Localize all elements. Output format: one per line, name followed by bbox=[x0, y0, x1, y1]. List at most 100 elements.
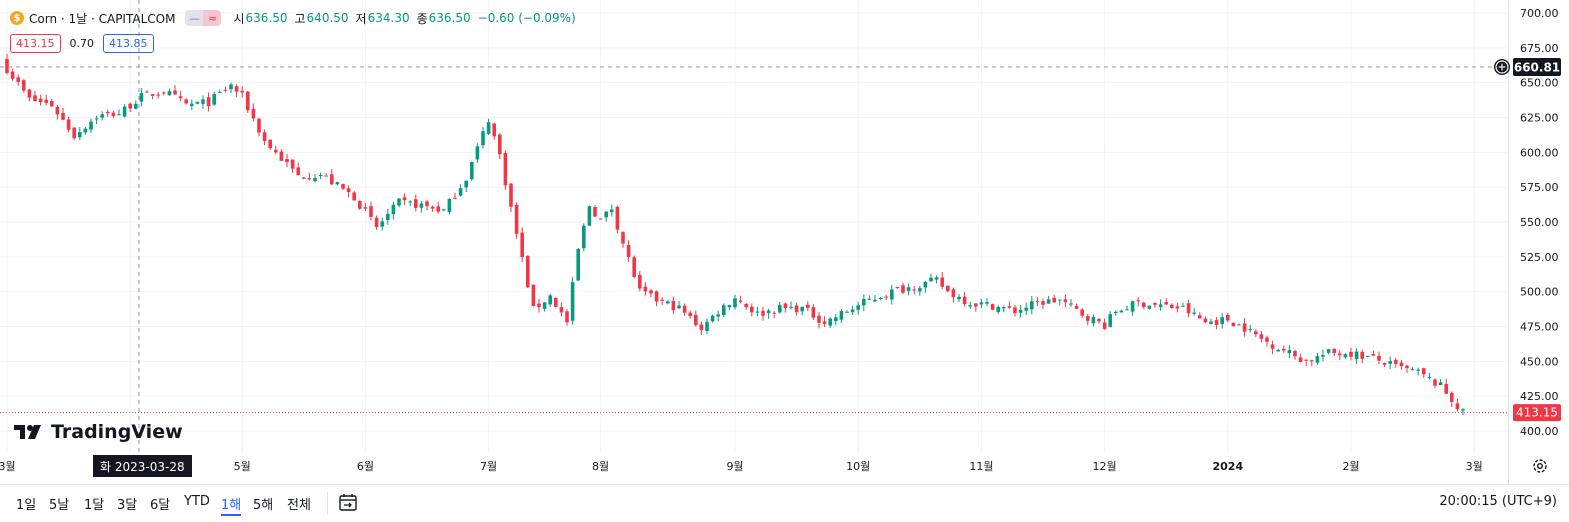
candle-body bbox=[55, 106, 60, 115]
last-price-text: 413.15 bbox=[1516, 406, 1558, 420]
candle-body bbox=[811, 307, 816, 318]
candle-body bbox=[778, 305, 782, 313]
candles bbox=[5, 53, 1465, 415]
candle-body bbox=[346, 188, 351, 192]
candle-body bbox=[705, 321, 709, 331]
candle-body bbox=[380, 221, 384, 227]
candle-body bbox=[817, 315, 821, 323]
buy-price-button[interactable]: 413.85 bbox=[103, 34, 154, 53]
candle-body bbox=[604, 211, 608, 218]
settings-icon[interactable] bbox=[1532, 458, 1548, 474]
time-tick-label: 2024 bbox=[1212, 460, 1243, 473]
candle-body bbox=[677, 305, 681, 309]
candle-body bbox=[1265, 337, 1269, 342]
candle-body bbox=[582, 225, 586, 249]
candle-body bbox=[873, 299, 877, 302]
candle-body bbox=[957, 296, 961, 300]
candle-body bbox=[1181, 305, 1185, 307]
candle-body bbox=[1326, 349, 1331, 353]
candle-body bbox=[1270, 344, 1275, 349]
candle-body bbox=[503, 152, 508, 186]
candle-body bbox=[1046, 299, 1051, 304]
candle-body bbox=[772, 312, 776, 314]
timeframe-5d[interactable]: 5날 bbox=[49, 498, 70, 513]
candle-body bbox=[212, 94, 216, 105]
price-axis: 400.00 425.00 450.00 475.00 500.00 525.00 550.… bbox=[1520, 7, 1559, 438]
candle-body bbox=[481, 131, 485, 146]
candle-body bbox=[1382, 362, 1387, 365]
candle-body bbox=[923, 281, 928, 288]
timeframe-1m[interactable]: 1달 bbox=[84, 498, 105, 513]
candle-body bbox=[951, 289, 956, 298]
crosshair-date-label: 화 2023-03-28 bbox=[93, 455, 192, 477]
compare-pill[interactable]: — ≈ bbox=[185, 10, 222, 26]
candle-body bbox=[1158, 304, 1163, 307]
timeframe-5y[interactable]: 5해 bbox=[253, 498, 274, 513]
tradingview-logo[interactable]: TradingView bbox=[14, 421, 183, 443]
timeframe-all[interactable]: 전체 bbox=[287, 498, 311, 513]
candle-body bbox=[671, 301, 676, 311]
price-tick-label: 500.00 bbox=[1520, 286, 1559, 299]
candle-body bbox=[83, 128, 88, 133]
candle-body bbox=[1007, 306, 1012, 308]
candle-body bbox=[699, 324, 704, 330]
candle-body bbox=[884, 296, 888, 298]
candle-body bbox=[1214, 320, 1219, 325]
candle-body bbox=[1198, 315, 1202, 319]
candle-body bbox=[985, 302, 989, 304]
candle-body bbox=[1360, 351, 1364, 359]
approx-icon[interactable]: ≈ bbox=[203, 10, 222, 26]
timeframe-ytd[interactable]: YTD bbox=[184, 494, 210, 509]
candle-body bbox=[520, 232, 524, 258]
candle-body bbox=[1461, 408, 1465, 411]
minus-icon[interactable]: — bbox=[185, 10, 204, 26]
chart-grid bbox=[0, 0, 1508, 452]
time-tick-label: 8월 bbox=[592, 460, 609, 473]
candle-body bbox=[279, 151, 284, 161]
time-tick-label: 6월 bbox=[357, 460, 374, 473]
candle-body bbox=[296, 167, 300, 176]
candle-body bbox=[526, 255, 530, 288]
candle-body bbox=[638, 274, 642, 289]
candle-body bbox=[554, 297, 558, 307]
candle-body bbox=[22, 80, 26, 91]
candle-body bbox=[419, 203, 424, 208]
candle-body bbox=[593, 207, 597, 217]
timeframe-1y[interactable]: 1해 bbox=[221, 494, 242, 516]
sell-price-button[interactable]: 413.15 bbox=[10, 34, 61, 53]
candle-body bbox=[1164, 302, 1168, 305]
candle-body bbox=[1080, 309, 1084, 316]
timeframe-1d[interactable]: 1일 bbox=[16, 498, 37, 513]
calendar-goto-icon[interactable] bbox=[338, 492, 358, 512]
price-tick-label: 475.00 bbox=[1520, 321, 1559, 334]
candle-body bbox=[962, 296, 967, 305]
candle-body bbox=[128, 103, 132, 109]
candle-body bbox=[1209, 321, 1213, 324]
candle-body bbox=[1371, 353, 1376, 356]
candle-body bbox=[761, 310, 765, 316]
candle-body bbox=[800, 306, 804, 312]
candle-body bbox=[234, 86, 239, 92]
candle-body bbox=[878, 298, 883, 300]
crosshair-price-label: 660.81 bbox=[1513, 58, 1561, 76]
price-tick-label: 700.00 bbox=[1520, 7, 1559, 20]
candle-body bbox=[66, 119, 71, 130]
timeframe-6m[interactable]: 6달 bbox=[150, 498, 171, 513]
timezone-clock[interactable]: 20:00:15 (UTC+9) bbox=[1439, 494, 1557, 509]
time-tick-label: 3월 bbox=[0, 460, 16, 473]
timeframe-3m[interactable]: 3달 bbox=[117, 498, 138, 513]
candle-body bbox=[1394, 359, 1398, 364]
candle-body bbox=[1147, 305, 1152, 309]
candle-body bbox=[918, 288, 922, 292]
candle-body bbox=[397, 198, 401, 206]
time-tick-label: 10월 bbox=[846, 460, 870, 473]
last-price-label: 413.15 bbox=[1513, 404, 1561, 422]
candle-body bbox=[1416, 369, 1420, 371]
candle-body bbox=[1052, 297, 1056, 303]
symbol-title[interactable]: Corn · 1날 · CAPITALCOM bbox=[29, 11, 176, 26]
candle-body bbox=[845, 311, 849, 313]
add-alert-icon[interactable] bbox=[1493, 58, 1511, 76]
time-tick-label: 11월 bbox=[969, 460, 993, 473]
candle-body bbox=[766, 310, 771, 314]
